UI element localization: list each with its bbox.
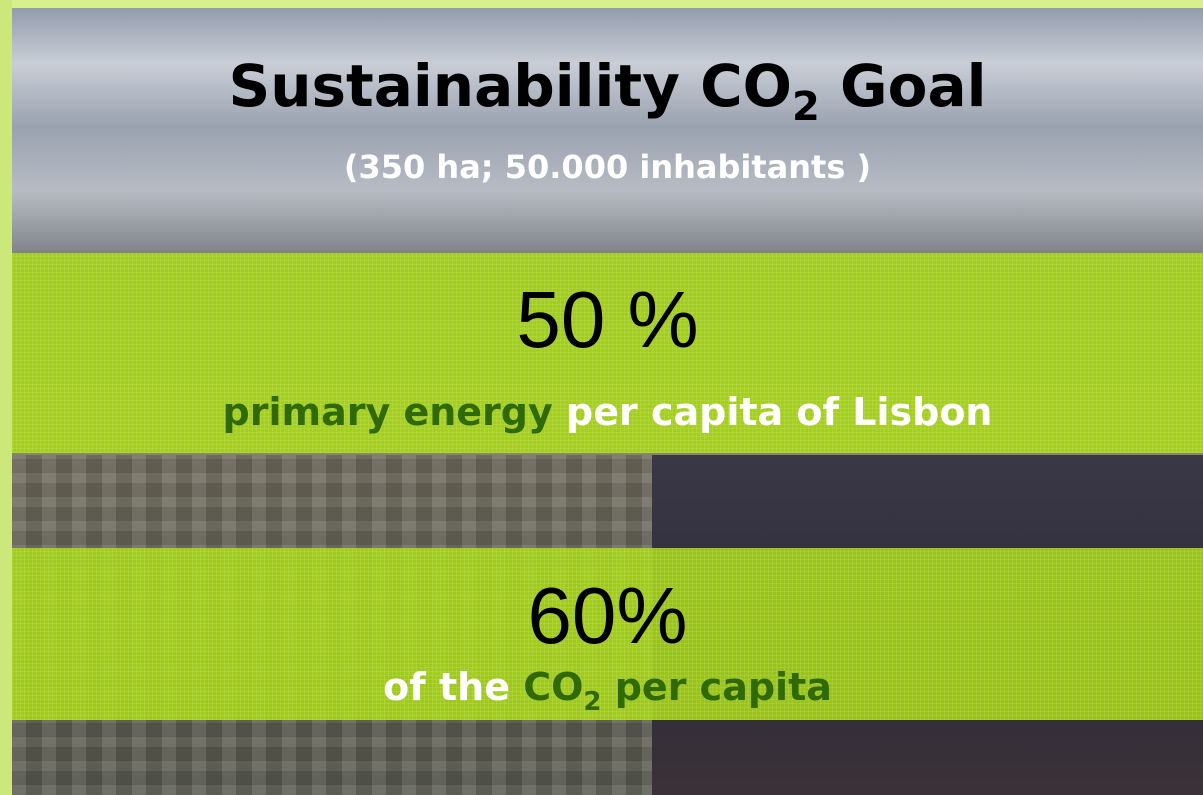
label-highlight: per capita — [614, 665, 832, 709]
goal-figure: 60% — [527, 571, 688, 660]
slide-title: Sustainability CO2 Goal — [12, 52, 1203, 127]
title-subscript: 2 — [792, 84, 820, 130]
label-highlight: CO — [523, 665, 584, 709]
highlight-band — [12, 548, 1203, 720]
label-text: of the — [383, 665, 510, 709]
subtitle: (350 ha; 50.000 inhabitants ) — [343, 148, 872, 186]
title-text: Sustainability CO — [228, 52, 792, 120]
label-text: per capita of Lisbon — [566, 390, 993, 434]
label-highlight: primary energy — [222, 390, 553, 434]
highlight-band — [12, 253, 1203, 453]
goal-label: primary energy per capita of Lisbon — [12, 390, 1203, 434]
top-border — [0, 0, 1203, 8]
goal-figure: 50 % — [516, 275, 699, 364]
label-subscript: 2 — [583, 687, 602, 717]
title-text: Goal — [840, 52, 987, 120]
goal-label: of the CO2 per capita — [12, 665, 1203, 715]
left-border — [0, 0, 12, 795]
